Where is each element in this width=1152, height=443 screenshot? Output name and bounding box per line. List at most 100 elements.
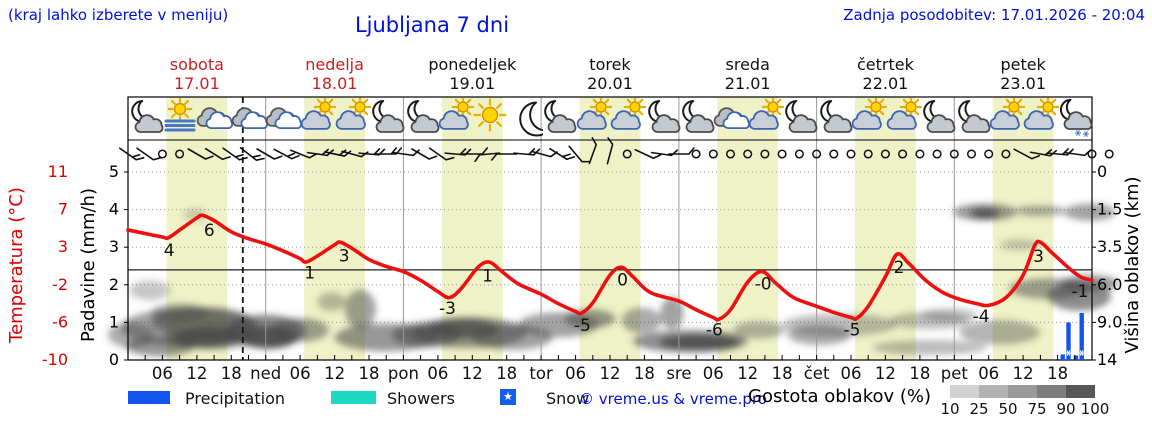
day-name: ponedeljek xyxy=(428,55,517,74)
weather-icon-sun-cloud xyxy=(884,95,922,138)
calm-wind-icon xyxy=(175,149,185,159)
density-scale-segment xyxy=(950,385,979,398)
svg-text:1: 1 xyxy=(482,266,493,286)
svg-text:3: 3 xyxy=(1033,247,1044,267)
wind-barb-icon xyxy=(1013,148,1040,160)
density-scale-segment xyxy=(1008,385,1037,398)
wind-barb-icon xyxy=(358,148,386,156)
day-date: 19.01 xyxy=(449,74,495,93)
svg-text:1.5: 1.5 xyxy=(1097,200,1122,219)
svg-text:06: 06 xyxy=(152,364,173,383)
weather-icon-sun-cloud xyxy=(333,95,372,138)
weather-icon-sun-cloud xyxy=(436,95,475,138)
day-date: 23.01 xyxy=(1000,74,1046,93)
weather-icon-moon-cloud xyxy=(367,98,405,138)
svg-text:0: 0 xyxy=(617,270,628,290)
wind-barb-icon xyxy=(136,147,162,161)
svg-text:-6: -6 xyxy=(52,312,68,331)
last-update-timestamp: Zadnja posodobitev: 17.01.2026 - 20:04 xyxy=(843,6,1145,24)
svg-text:18: 18 xyxy=(1047,364,1068,383)
svg-text:18: 18 xyxy=(221,364,242,383)
svg-text:12: 12 xyxy=(600,364,621,383)
wind-barb-icon xyxy=(290,149,318,159)
wind-barb-icon xyxy=(588,137,598,165)
svg-text:12: 12 xyxy=(186,364,207,383)
day-date: 18.01 xyxy=(312,74,358,93)
svg-text:-5: -5 xyxy=(844,321,861,341)
calm-wind-icon xyxy=(880,149,890,159)
svg-text:2: 2 xyxy=(109,275,119,294)
svg-text:18: 18 xyxy=(359,364,380,383)
weather-icon-cloud xyxy=(195,98,234,138)
cloud-height-axis-title: Višina oblakov (km) xyxy=(1122,176,1143,353)
snowfall-marker-icon xyxy=(1065,350,1072,356)
menu-hint: (kraj lahko izberete v meniju) xyxy=(8,6,229,24)
svg-text:06: 06 xyxy=(978,364,999,383)
weather-icon-cloud xyxy=(230,98,268,138)
precipitation-tick-labels: 5 4 3 2 1 0 xyxy=(109,162,119,369)
density-scale-segment xyxy=(1037,385,1066,398)
weather-icon-moon xyxy=(505,98,550,138)
svg-text:čet: čet xyxy=(804,364,830,383)
wind-barb-icon xyxy=(549,147,576,161)
svg-text:06: 06 xyxy=(841,364,862,383)
wind-barbs xyxy=(119,137,1114,165)
svg-text:1: 1 xyxy=(109,312,119,331)
density-scale-tick: 90 xyxy=(1056,400,1076,418)
weather-icon-sun-cloud xyxy=(574,95,613,138)
day-date: 17.01 xyxy=(174,74,220,93)
weather-icon-sun-cloud xyxy=(298,95,337,138)
temperature-tick-labels: 11 7 3 -2 -6 -10 xyxy=(42,162,68,369)
weather-icon-moon-cloud xyxy=(643,98,681,138)
cloud-height-tick-labels: 14 9.0 6.0 3.5 1.5 0 xyxy=(1097,162,1122,369)
wind-barb-icon xyxy=(119,147,145,161)
svg-text:12: 12 xyxy=(462,364,483,383)
weather-icon-sun-cloud xyxy=(987,95,1026,138)
weather-icon-moon-cloud xyxy=(402,98,440,138)
calm-wind-icon xyxy=(846,149,856,159)
calm-wind-icon xyxy=(829,149,839,159)
svg-text:6.0: 6.0 xyxy=(1097,275,1122,294)
weather-icon-moon-cloud xyxy=(126,98,164,138)
wind-barb-icon xyxy=(392,149,420,157)
svg-text:11: 11 xyxy=(48,162,68,181)
calm-wind-icon xyxy=(691,149,701,159)
wind-barb-icon xyxy=(634,148,662,160)
svg-text:3: 3 xyxy=(109,237,119,256)
calm-wind-icon xyxy=(966,149,977,159)
wind-barb-icon xyxy=(324,149,352,157)
calm-wind-icon xyxy=(1001,149,1011,159)
day-date: 20.01 xyxy=(587,74,633,93)
svg-text:9.0: 9.0 xyxy=(1097,312,1122,331)
wind-barb-icon xyxy=(204,147,231,161)
svg-text:14: 14 xyxy=(1097,350,1117,369)
day-name: četrtek xyxy=(857,55,915,74)
calm-wind-icon xyxy=(777,149,787,159)
day-name: nedelja xyxy=(305,55,364,74)
svg-text:18: 18 xyxy=(634,364,655,383)
svg-text:pon: pon xyxy=(388,364,419,383)
wind-barb-icon xyxy=(568,145,591,163)
svg-text:7: 7 xyxy=(58,200,68,219)
svg-text:1: 1 xyxy=(304,264,315,284)
svg-text:4: 4 xyxy=(164,241,175,261)
calm-wind-icon xyxy=(622,149,632,159)
weather-icon-sun-fog xyxy=(161,96,199,138)
wind-barb-icon xyxy=(444,148,472,156)
day-name: torek xyxy=(589,55,631,74)
copyright-link[interactable]: © vreme.us & vreme.pro xyxy=(579,390,767,408)
day-separators xyxy=(265,97,955,360)
temperature-axis-title: Temperatura (°C) xyxy=(6,187,27,344)
weather-icon-moon-cloud xyxy=(780,98,818,138)
precipitation-swatch xyxy=(128,391,170,404)
snowfall-marker-icon xyxy=(1078,350,1085,356)
svg-text:06: 06 xyxy=(427,364,448,383)
weather-icon-sun-cloud xyxy=(746,95,785,138)
svg-text:-5: -5 xyxy=(574,316,591,336)
calm-wind-icon xyxy=(949,149,959,159)
density-scale-segment xyxy=(1066,385,1095,398)
calm-wind-icon xyxy=(708,149,718,159)
calm-wind-icon xyxy=(157,149,167,159)
temperature-curve xyxy=(126,213,1094,322)
calm-wind-icon xyxy=(725,149,736,159)
